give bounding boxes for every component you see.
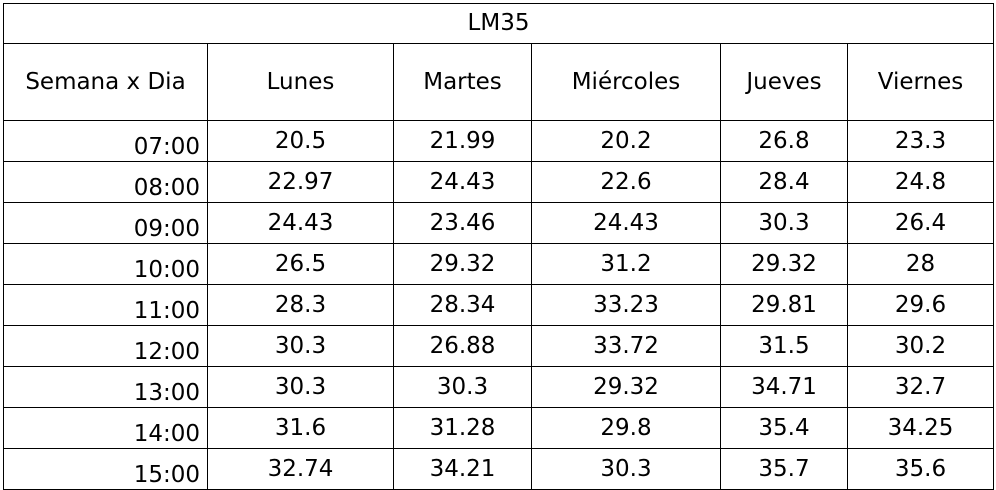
value-cell: 31.5: [720, 325, 848, 367]
value-cell: 26.8: [720, 120, 848, 162]
value-cell: 22.97: [207, 161, 394, 203]
table-row: 08:00 22.97 24.43 22.6 28.4 24.8: [3, 161, 994, 203]
value-cell: 23.3: [847, 120, 994, 162]
value-cell: 33.72: [531, 325, 721, 367]
day-header-jueves: Jueves: [720, 43, 848, 121]
lm35-table: LM35 Semana x Dia Lunes Martes Miércoles…: [3, 3, 994, 490]
value-cell: 21.99: [393, 120, 532, 162]
day-header-martes: Martes: [393, 43, 532, 121]
value-cell: 26.4: [847, 202, 994, 244]
corner-header: Semana x Dia: [3, 43, 208, 121]
day-header-lunes: Lunes: [207, 43, 394, 121]
time-cell: 09:00: [3, 202, 208, 244]
value-cell: 35.7: [720, 448, 848, 490]
value-cell: 26.5: [207, 243, 394, 285]
day-header-viernes: Viernes: [847, 43, 994, 121]
table-row: 11:00 28.3 28.34 33.23 29.81 29.6: [3, 284, 994, 326]
time-cell: 11:00: [3, 284, 208, 326]
value-cell: 35.4: [720, 407, 848, 449]
table-row: 10:00 26.5 29.32 31.2 29.32 28: [3, 243, 994, 285]
value-cell: 32.74: [207, 448, 394, 490]
table-row: 12:00 30.3 26.88 33.72 31.5 30.2: [3, 325, 994, 367]
value-cell: 30.3: [393, 366, 532, 408]
table-row: 15:00 32.74 34.21 30.3 35.7 35.6: [3, 448, 994, 490]
header-row: Semana x Dia Lunes Martes Miércoles Juev…: [3, 43, 994, 121]
table-title: LM35: [3, 3, 994, 44]
value-cell: 29.81: [720, 284, 848, 326]
value-cell: 24.43: [531, 202, 721, 244]
table-row: 14:00 31.6 31.28 29.8 35.4 34.25: [3, 407, 994, 449]
value-cell: 34.25: [847, 407, 994, 449]
value-cell: 31.2: [531, 243, 721, 285]
value-cell: 34.21: [393, 448, 532, 490]
time-cell: 14:00: [3, 407, 208, 449]
value-cell: 28: [847, 243, 994, 285]
value-cell: 29.32: [393, 243, 532, 285]
day-header-miercoles: Miércoles: [531, 43, 721, 121]
time-cell: 13:00: [3, 366, 208, 408]
value-cell: 24.43: [207, 202, 394, 244]
value-cell: 34.71: [720, 366, 848, 408]
table-row: 09:00 24.43 23.46 24.43 30.3 26.4: [3, 202, 994, 244]
value-cell: 28.34: [393, 284, 532, 326]
table-row: 07:00 20.5 21.99 20.2 26.8 23.3: [3, 120, 994, 162]
value-cell: 33.23: [531, 284, 721, 326]
time-cell: 15:00: [3, 448, 208, 490]
value-cell: 28.4: [720, 161, 848, 203]
time-cell: 10:00: [3, 243, 208, 285]
value-cell: 28.3: [207, 284, 394, 326]
time-cell: 08:00: [3, 161, 208, 203]
time-cell: 07:00: [3, 120, 208, 162]
value-cell: 32.7: [847, 366, 994, 408]
title-row: LM35: [3, 3, 994, 44]
value-cell: 30.3: [720, 202, 848, 244]
value-cell: 30.3: [207, 325, 394, 367]
value-cell: 30.3: [207, 366, 394, 408]
value-cell: 31.6: [207, 407, 394, 449]
value-cell: 29.32: [531, 366, 721, 408]
value-cell: 20.5: [207, 120, 394, 162]
value-cell: 26.88: [393, 325, 532, 367]
value-cell: 35.6: [847, 448, 994, 490]
value-cell: 30.2: [847, 325, 994, 367]
table-body: LM35 Semana x Dia Lunes Martes Miércoles…: [3, 3, 994, 490]
value-cell: 24.43: [393, 161, 532, 203]
value-cell: 29.32: [720, 243, 848, 285]
value-cell: 23.46: [393, 202, 532, 244]
value-cell: 30.3: [531, 448, 721, 490]
value-cell: 20.2: [531, 120, 721, 162]
value-cell: 29.8: [531, 407, 721, 449]
table-row: 13:00 30.3 30.3 29.32 34.71 32.7: [3, 366, 994, 408]
value-cell: 24.8: [847, 161, 994, 203]
spreadsheet-sheet: LM35 Semana x Dia Lunes Martes Miércoles…: [3, 3, 994, 490]
time-cell: 12:00: [3, 325, 208, 367]
value-cell: 31.28: [393, 407, 532, 449]
value-cell: 22.6: [531, 161, 721, 203]
value-cell: 29.6: [847, 284, 994, 326]
